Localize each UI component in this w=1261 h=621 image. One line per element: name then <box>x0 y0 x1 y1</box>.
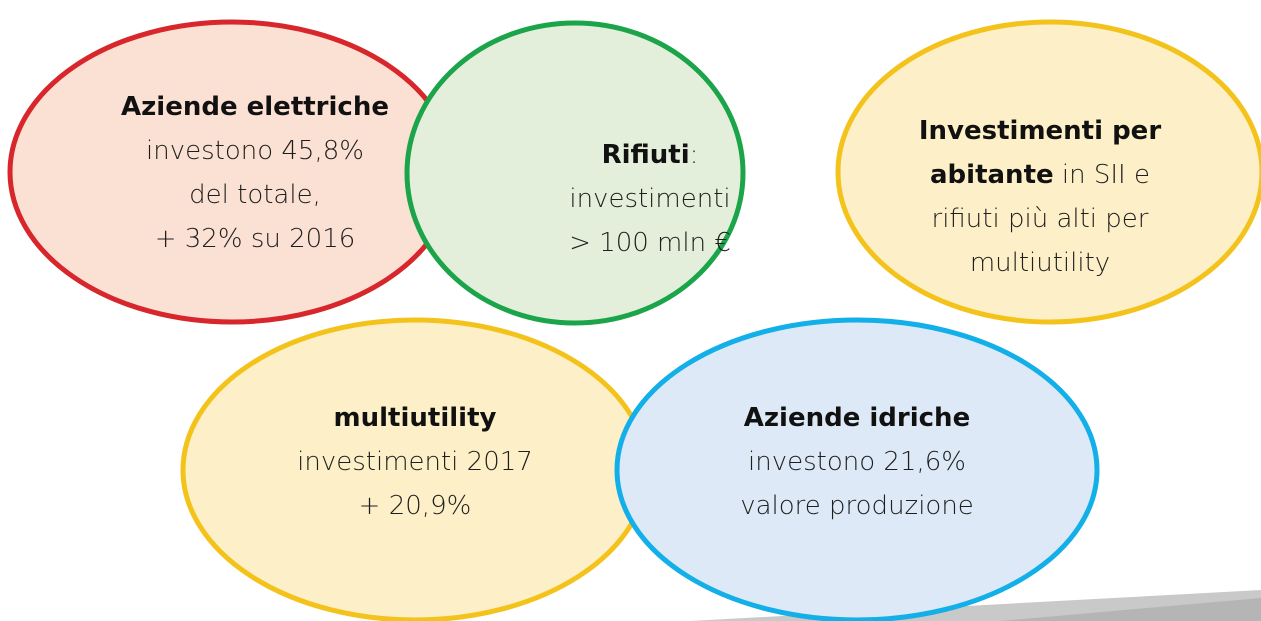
bold-text: Aziende idriche <box>744 403 970 433</box>
node-text: valore produzione <box>740 491 974 521</box>
text: valore produzione <box>740 491 974 521</box>
text: del totale, <box>189 180 321 210</box>
node-text: multiutility <box>970 248 1110 278</box>
node: Aziende elettriche investono 45,8% del tot… <box>7 19 457 325</box>
node: multiutility investimenti 2017 + 20,9% <box>180 317 650 621</box>
text: investono 21,6% <box>748 447 966 477</box>
bold-text: Rifiuti <box>602 140 690 170</box>
node-text: + 20,9% <box>359 491 472 521</box>
bold-text: multiutility <box>334 403 497 433</box>
node-text: investimenti 2017 <box>297 447 533 477</box>
node: Investimenti per abitante in SII e rifiuti… <box>835 19 1261 325</box>
bold-text: Investimenti per <box>919 116 1161 146</box>
text: : <box>690 140 699 170</box>
node-text: Investimenti per <box>919 116 1161 146</box>
text: investimenti <box>569 184 730 214</box>
text: + 32% su 2016 <box>155 224 356 254</box>
text: > 100 mln € <box>569 228 731 258</box>
node-text: investono 21,6% <box>748 447 966 477</box>
node-text: multiutility <box>334 403 497 433</box>
node-text: > 100 mln € <box>569 228 731 258</box>
text: rifiuti più alti per <box>932 204 1149 234</box>
bold-text: Aziende elettriche <box>121 92 389 122</box>
text: investimenti 2017 <box>297 447 533 477</box>
node-text: rifiuti più alti per <box>932 204 1149 234</box>
text: + 20,9% <box>359 491 472 521</box>
node-text: Aziende elettriche <box>121 92 389 122</box>
text: multiutility <box>970 248 1110 278</box>
node-text: abitante in SII e <box>930 160 1150 190</box>
node-text: del totale, <box>189 180 321 210</box>
node: Aziende idriche investono 21,6% valore pro… <box>614 317 1100 621</box>
node-text: Aziende idriche <box>744 403 970 433</box>
node-ellipse <box>404 20 746 326</box>
node: Rifiuti: investimenti > 100 mln € <box>404 20 746 326</box>
node-text: investono 45,8% <box>146 136 364 166</box>
bold-text: abitante <box>930 160 1054 190</box>
node-ellipse <box>835 19 1261 325</box>
node-ellipse <box>614 317 1100 621</box>
node-text: investimenti <box>569 184 730 214</box>
node-text: Rifiuti: <box>602 140 699 170</box>
shadow <box>1000 598 1261 621</box>
node-text: + 32% su 2016 <box>155 224 356 254</box>
text: in SII e <box>1054 160 1150 190</box>
text: investono 45,8% <box>146 136 364 166</box>
node-ellipse <box>7 19 457 325</box>
